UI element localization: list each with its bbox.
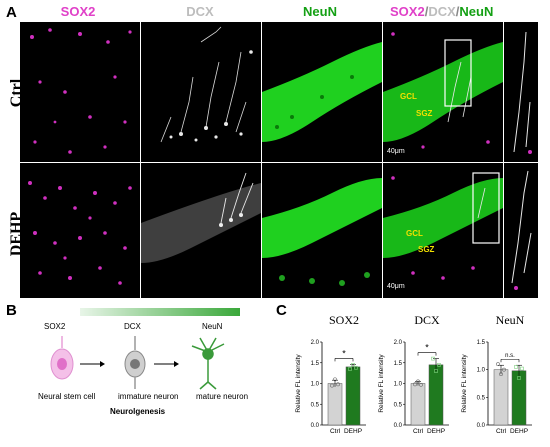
header-merge-slash-1: / bbox=[424, 4, 429, 19]
bar-neun-ctrl bbox=[493, 369, 509, 426]
gcl-label-dehp: GCL bbox=[406, 229, 423, 238]
y-tick-label-neun: 1.0 bbox=[477, 368, 486, 374]
y-axis-label-neun: Relative FL intensity bbox=[461, 354, 468, 413]
significance-label-dcx: * bbox=[425, 343, 429, 353]
stage-label-sox2: SOX2 bbox=[44, 322, 66, 331]
stage-label-neun: NeuN bbox=[202, 322, 223, 331]
bar-dcx-ctrl bbox=[410, 383, 426, 426]
data-point-sox2 bbox=[330, 383, 334, 388]
neural-stem-cell-icon bbox=[50, 336, 74, 380]
y-tick-label-dcx: 2.0 bbox=[394, 340, 403, 346]
y-tick-label-neun: 1.5 bbox=[477, 340, 486, 346]
data-point-neun bbox=[502, 367, 506, 372]
bar-dcx-dehp bbox=[428, 364, 444, 426]
y-tick-label-sox2: 1.0 bbox=[311, 382, 320, 388]
header-merge: SOX2/DCX/NeuN bbox=[390, 4, 530, 19]
header-merge-sox2: SOX2 bbox=[390, 4, 425, 19]
data-point-sox2 bbox=[351, 363, 355, 367]
sgz-label-ctrl: SGZ bbox=[416, 109, 433, 118]
data-point-dcx bbox=[431, 356, 435, 361]
stage-label-dcx: DCX bbox=[124, 322, 141, 331]
micrograph-dehp-dcx bbox=[141, 163, 261, 298]
header-neun: NeuN bbox=[303, 4, 337, 19]
y-tick-label-sox2: 0.5 bbox=[311, 402, 320, 408]
cell-label-mature: mature neuron bbox=[196, 392, 249, 401]
micrograph-dehp-sox2 bbox=[20, 163, 140, 298]
bar-sox2-dehp bbox=[345, 366, 361, 426]
y-tick-label-dcx: 0.5 bbox=[394, 402, 403, 408]
data-point-neun bbox=[517, 376, 521, 380]
data-point-sox2 bbox=[333, 377, 337, 382]
y-tick-label-sox2: 2.0 bbox=[311, 340, 320, 346]
significance-label-neun: n.s. bbox=[505, 353, 515, 359]
header-merge-neun: NeuN bbox=[459, 4, 494, 19]
differentiation-gradient-bar bbox=[80, 308, 240, 316]
header-dcx: DCX bbox=[186, 4, 214, 19]
mature-neuron-icon bbox=[191, 337, 225, 390]
x-tick-label-dcx: DEHP bbox=[427, 428, 445, 435]
micrograph-ctrl-zoom bbox=[504, 22, 538, 162]
y-axis-label-sox2: Relative FL intensity bbox=[295, 354, 302, 413]
data-point-sox2 bbox=[336, 382, 340, 387]
panel-label-c: C bbox=[276, 302, 287, 319]
data-point-sox2 bbox=[348, 367, 352, 371]
data-point-dcx bbox=[434, 369, 438, 373]
cell-label-stem: Neural stem cell bbox=[38, 392, 96, 401]
x-tick-label-neun: Ctrl bbox=[496, 428, 507, 435]
data-point-neun bbox=[514, 365, 518, 369]
process-label: Neurolgenesis bbox=[110, 407, 166, 416]
immature-neuron-icon bbox=[124, 336, 146, 389]
data-point-neun bbox=[520, 366, 524, 371]
y-axis-label-dcx: Relative FL intensity bbox=[378, 354, 385, 413]
y-tick-label-neun: 0.5 bbox=[477, 395, 486, 401]
micrograph-ctrl-merge bbox=[383, 22, 503, 162]
data-point-neun bbox=[496, 362, 500, 367]
arrow-icon-1 bbox=[80, 361, 105, 367]
y-tick-label-dcx: 0.0 bbox=[394, 423, 403, 429]
micrograph-ctrl-neun bbox=[262, 22, 382, 162]
y-tick-label-dcx: 1.5 bbox=[394, 361, 403, 367]
arrow-icon-2 bbox=[154, 361, 179, 367]
scale-bar-ctrl: 40μm bbox=[387, 148, 405, 155]
data-point-sox2 bbox=[354, 365, 358, 370]
header-merge-dcx: DCX bbox=[428, 4, 456, 19]
micrograph-ctrl-dcx bbox=[141, 22, 261, 162]
chart-title-neun: NeuN bbox=[496, 313, 525, 327]
panel-label-b: B bbox=[6, 302, 17, 319]
x-tick-label-sox2: DEHP bbox=[344, 428, 362, 435]
x-tick-label-neun: DEHP bbox=[510, 428, 528, 435]
y-tick-label-sox2: 0.0 bbox=[311, 423, 320, 429]
data-point-dcx bbox=[416, 379, 420, 384]
micrograph-dehp-merge bbox=[383, 163, 503, 298]
sgz-label-dehp: SGZ bbox=[418, 245, 435, 254]
bar-charts-container: SOX2 Relative FL intensity 0.0 0.5 1.0 1.5 2.0… bbox=[280, 312, 542, 442]
bar-sox2-ctrl bbox=[327, 383, 343, 426]
data-point-dcx bbox=[413, 382, 417, 387]
significance-label-sox2: * bbox=[342, 348, 346, 358]
y-tick-label-dcx: 1.0 bbox=[394, 382, 403, 388]
header-sox2: SOX2 bbox=[60, 4, 96, 19]
header-merge-slash-2: / bbox=[455, 4, 460, 19]
micrograph-dehp-neun bbox=[262, 163, 382, 298]
chart-title-dcx: DCX bbox=[414, 313, 440, 327]
y-tick-label-sox2: 1.5 bbox=[311, 361, 320, 367]
data-point-dcx bbox=[437, 363, 441, 367]
cell-label-immature: immature neuron bbox=[118, 392, 179, 401]
data-point-dcx bbox=[419, 382, 423, 387]
micrograph-dehp-zoom bbox=[504, 163, 538, 298]
y-tick-label-neun: 0.0 bbox=[477, 423, 486, 429]
chart-title-sox2: SOX2 bbox=[329, 313, 359, 327]
panel-label-a: A bbox=[6, 4, 17, 21]
bar-neun-dehp bbox=[511, 370, 527, 426]
data-point-neun bbox=[499, 372, 503, 376]
x-tick-label-sox2: Ctrl bbox=[330, 428, 341, 435]
neurogenesis-schematic bbox=[40, 334, 240, 390]
gcl-label-ctrl: GCL bbox=[400, 92, 417, 101]
micrograph-ctrl-sox2 bbox=[20, 22, 140, 162]
x-tick-label-dcx: Ctrl bbox=[413, 428, 424, 435]
scale-bar-dehp: 40μm bbox=[387, 283, 405, 290]
